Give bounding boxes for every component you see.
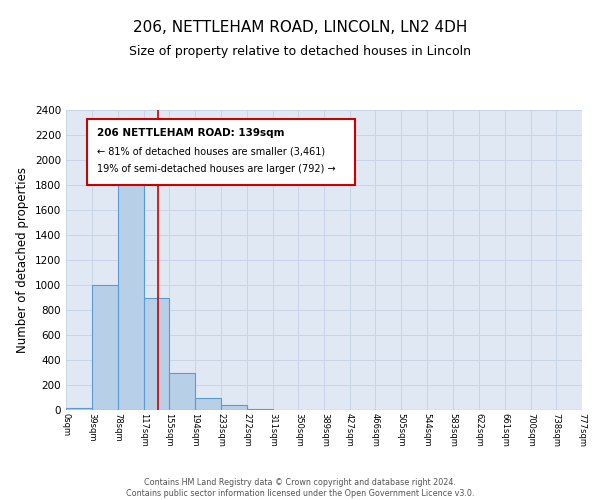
Bar [92, 285, 118, 410]
FancyBboxPatch shape [86, 119, 355, 185]
Text: Contains HM Land Registry data © Crown copyright and database right 2024.
Contai: Contains HM Land Registry data © Crown c… [126, 478, 474, 498]
Text: 206 NETTLEHAM ROAD: 139sqm: 206 NETTLEHAM ROAD: 139sqm [97, 128, 284, 138]
Y-axis label: Number of detached properties: Number of detached properties [16, 167, 29, 353]
Bar [195, 398, 221, 410]
Text: 206, NETTLEHAM ROAD, LINCOLN, LN2 4DH: 206, NETTLEHAM ROAD, LINCOLN, LN2 4DH [133, 20, 467, 35]
Bar [221, 405, 247, 410]
Bar [247, 409, 272, 410]
Text: Size of property relative to detached houses in Lincoln: Size of property relative to detached ho… [129, 45, 471, 58]
Bar [143, 298, 169, 410]
Bar [118, 178, 143, 410]
Text: 19% of semi-detached houses are larger (792) →: 19% of semi-detached houses are larger (… [97, 164, 335, 174]
Text: ← 81% of detached houses are smaller (3,461): ← 81% of detached houses are smaller (3,… [97, 146, 325, 156]
Bar [169, 372, 195, 410]
Bar [66, 408, 92, 410]
